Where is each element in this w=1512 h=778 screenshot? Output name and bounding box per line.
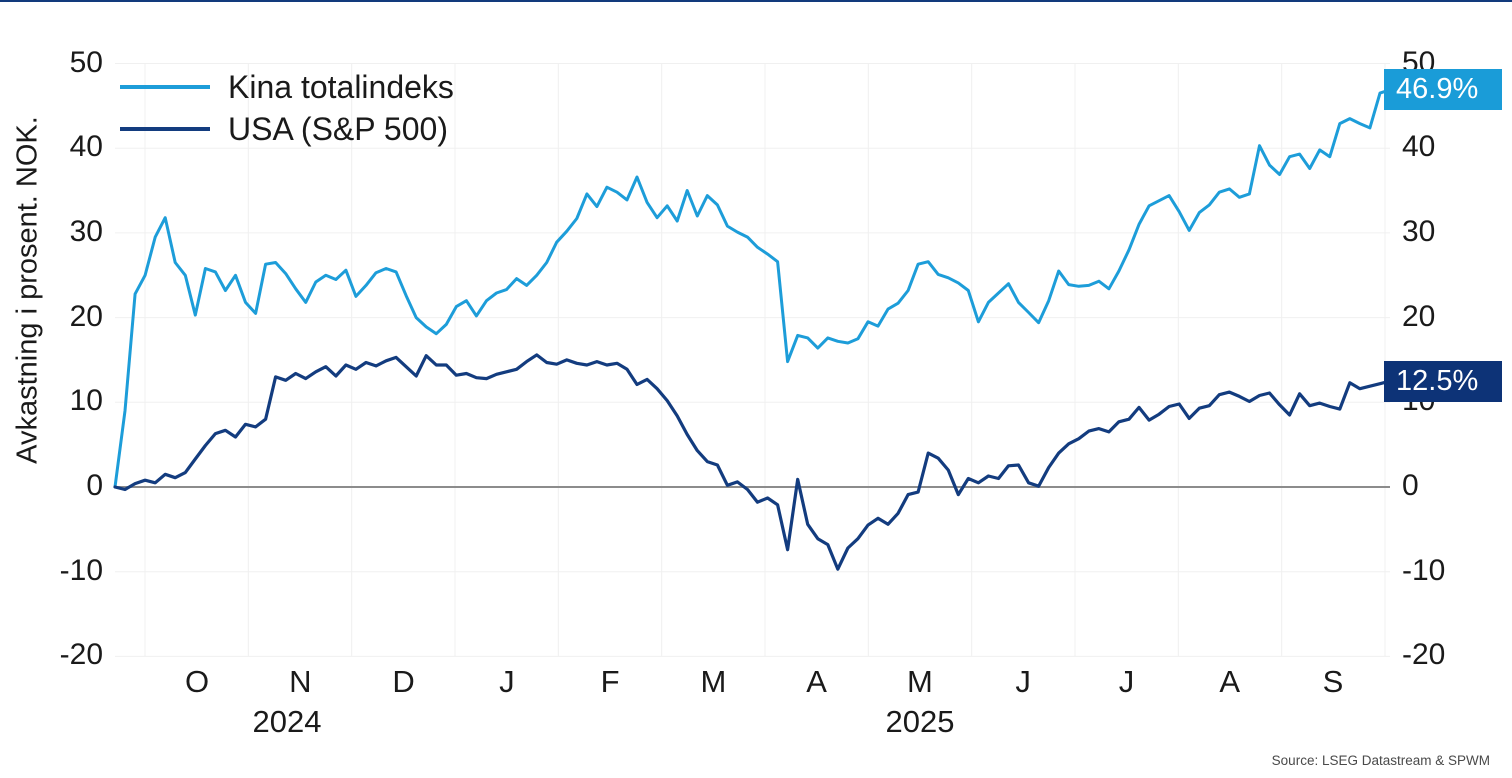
kina-line-swatch — [120, 85, 210, 89]
x-tick-month-label: A — [1219, 664, 1241, 699]
x-tick-month-label: O — [184, 664, 210, 699]
x-tick-month-label: J — [1118, 664, 1135, 699]
y-tick-label-left: -10 — [59, 553, 103, 587]
x-tick-month-label: D — [392, 664, 415, 699]
usa-line-swatch — [120, 127, 210, 131]
x-tick-month-label: A — [806, 664, 827, 699]
kina-final-value-badge: 46.9% — [1384, 69, 1502, 111]
legend: Kina totalindeks USA (S&P 500) — [120, 66, 454, 150]
x-axis-year-label: 2025 — [885, 704, 955, 739]
legend-item-usa: USA (S&P 500) — [120, 108, 454, 150]
y-tick-label-left: -20 — [59, 638, 103, 672]
y-tick-label-right: 20 — [1402, 299, 1436, 333]
y-tick-label-left: 40 — [69, 130, 103, 164]
x-axis-year-label: 2024 — [252, 704, 322, 739]
legend-label-kina: Kina totalindeks — [228, 68, 454, 105]
x-tick-month-label: N — [289, 664, 312, 699]
x-tick-month-label: F — [600, 664, 620, 699]
x-tick-month-label: M — [700, 664, 727, 699]
y-tick-label-left: 20 — [69, 299, 103, 333]
x-tick-month-label: J — [499, 664, 515, 699]
legend-label-usa: USA (S&P 500) — [228, 110, 448, 147]
top-divider-rule — [0, 0, 1512, 2]
usa-final-value-badge: 12.5% — [1384, 360, 1502, 402]
legend-item-kina: Kina totalindeks — [120, 66, 454, 108]
source-credit: Source: LSEG Datastream & SPWM — [1271, 753, 1490, 768]
y-tick-label-right: -20 — [1402, 638, 1446, 672]
y-tick-label-left: 10 — [69, 384, 103, 418]
x-tick-month-label: M — [906, 664, 933, 699]
y-tick-label-left: 30 — [69, 214, 103, 248]
y-tick-label-right: 0 — [1402, 469, 1419, 502]
x-tick-month-label: S — [1322, 664, 1344, 699]
y-tick-label-right: -10 — [1402, 553, 1446, 587]
y-tick-label-left: 0 — [86, 469, 103, 502]
usa-series-line — [113, 353, 1392, 571]
y-tick-label-left: 50 — [69, 45, 103, 79]
y-tick-label-right: 40 — [1402, 130, 1436, 164]
y-tick-label-right: 30 — [1402, 214, 1436, 248]
kina-series-line — [113, 88, 1392, 489]
x-tick-month-label: J — [1015, 664, 1031, 699]
